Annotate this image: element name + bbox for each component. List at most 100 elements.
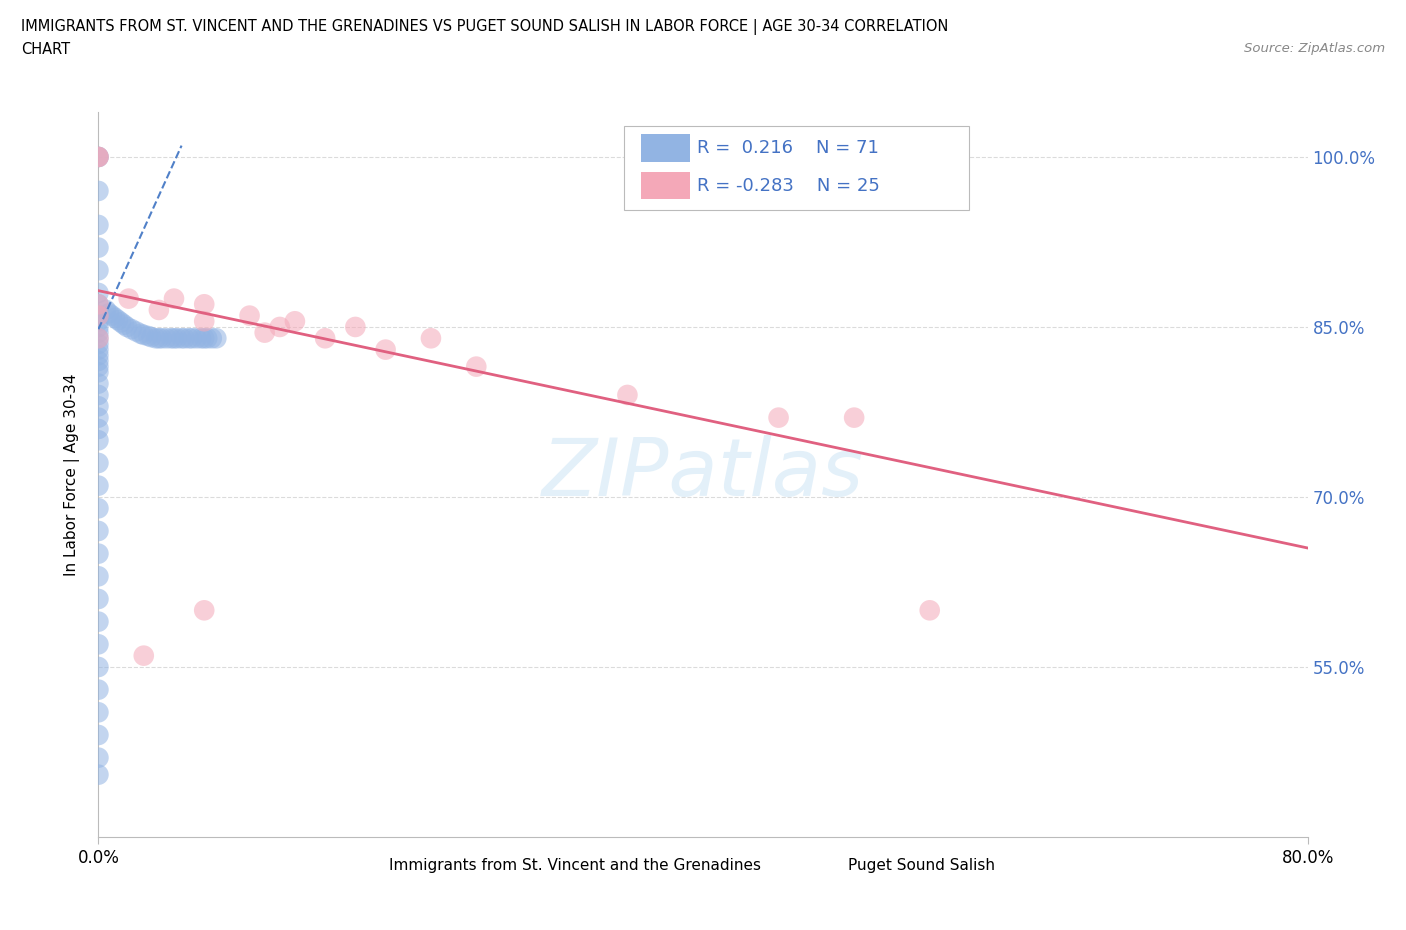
Point [87, 183, 110, 198]
Point [87, 359, 110, 374]
Bar [641, 134, 690, 162]
Point [87, 331, 110, 346]
Point [87, 432, 110, 447]
Point [163, 291, 186, 306]
Point [129, 326, 152, 341]
Point [87, 524, 110, 538]
Point [269, 320, 291, 335]
Point [148, 302, 170, 317]
Point [87, 150, 110, 165]
Point [87, 388, 110, 403]
Point [155, 331, 177, 346]
Text: R =  0.216    N = 71: R = 0.216 N = 71 [697, 139, 879, 157]
Point [253, 326, 276, 340]
Point [344, 320, 367, 335]
Point [87, 478, 110, 493]
Point [87, 348, 110, 363]
Point [118, 291, 141, 306]
Point [87, 150, 110, 165]
Point [374, 342, 396, 357]
Bar [818, 857, 845, 873]
Point [166, 331, 188, 346]
Point [181, 331, 204, 346]
Point [87, 683, 110, 698]
Point [87, 399, 110, 414]
Point [87, 637, 110, 652]
Point [87, 297, 110, 312]
Point [87, 410, 110, 425]
Point [87, 751, 110, 765]
Point [163, 331, 186, 346]
Point [110, 315, 132, 330]
Point [768, 410, 790, 425]
Point [148, 331, 170, 346]
Point [87, 337, 110, 352]
Point [136, 328, 159, 343]
Point [104, 311, 127, 325]
Point [179, 331, 201, 346]
Text: CHART: CHART [21, 42, 70, 57]
Point [201, 331, 224, 346]
Text: Source: ZipAtlas.com: Source: ZipAtlas.com [1244, 42, 1385, 55]
Point [87, 659, 110, 674]
Point [616, 388, 638, 403]
Point [205, 331, 228, 346]
Point [160, 331, 183, 346]
Point [87, 705, 110, 720]
Point [190, 331, 212, 346]
Point [87, 614, 110, 629]
Point [186, 331, 208, 346]
Point [132, 327, 155, 342]
Point [87, 727, 110, 742]
Point [193, 603, 215, 618]
Point [195, 331, 218, 346]
Point [844, 410, 866, 425]
Point [193, 313, 215, 328]
Point [87, 308, 110, 323]
Point [284, 313, 307, 328]
Point [420, 331, 443, 346]
Point [465, 359, 488, 374]
Point [87, 767, 110, 782]
Point [87, 313, 110, 328]
Point [87, 353, 110, 368]
Point [107, 312, 129, 327]
Point [314, 331, 336, 346]
Point [87, 546, 110, 561]
Point [918, 603, 941, 618]
Point [115, 320, 138, 335]
Point [87, 308, 110, 323]
Point [94, 302, 117, 317]
Point [87, 263, 110, 278]
Point [150, 331, 173, 346]
Text: ZIPatlas: ZIPatlas [541, 435, 865, 513]
Point [87, 218, 110, 232]
Point [87, 240, 110, 255]
Text: R = -0.283    N = 25: R = -0.283 N = 25 [697, 177, 880, 194]
Text: Immigrants from St. Vincent and the Grenadines: Immigrants from St. Vincent and the Gren… [388, 857, 761, 872]
Point [170, 331, 193, 346]
Point [87, 591, 110, 606]
Point [87, 150, 110, 165]
Text: IMMIGRANTS FROM ST. VINCENT AND THE GRENADINES VS PUGET SOUND SALISH IN LABOR FO: IMMIGRANTS FROM ST. VINCENT AND THE GREN… [21, 19, 949, 34]
FancyBboxPatch shape [624, 126, 969, 209]
Text: Puget Sound Salish: Puget Sound Salish [848, 857, 995, 872]
Point [239, 308, 262, 323]
Point [87, 376, 110, 391]
Point [87, 456, 110, 471]
Point [87, 320, 110, 335]
Point [145, 331, 167, 346]
Point [193, 297, 215, 312]
Point [87, 297, 110, 312]
Point [87, 501, 110, 516]
Point [173, 331, 195, 346]
Y-axis label: In Labor Force | Age 30-34: In Labor Force | Age 30-34 [63, 373, 80, 576]
Point [87, 365, 110, 379]
Point [121, 322, 143, 337]
Point [112, 317, 135, 332]
Point [125, 324, 148, 339]
Bar [641, 172, 690, 199]
Bar [359, 857, 385, 873]
Point [98, 306, 121, 321]
Point [101, 308, 124, 323]
